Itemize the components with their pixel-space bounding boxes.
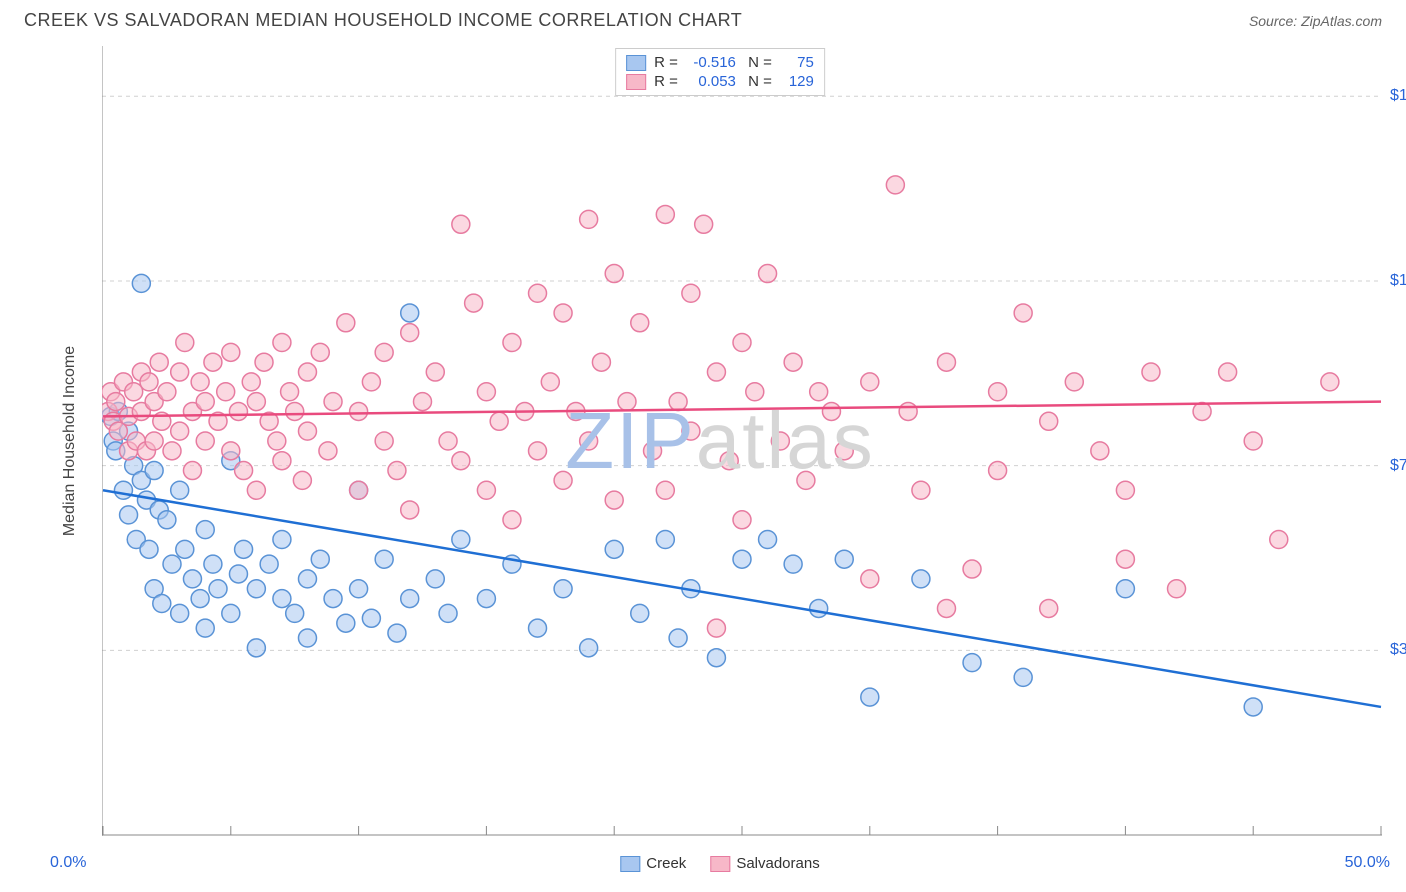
swatch-creek-icon (620, 856, 640, 872)
chart-header: CREEK VS SALVADORAN MEDIAN HOUSEHOLD INC… (0, 0, 1406, 37)
y-tick-label: $75,000 (1382, 457, 1406, 475)
scatter-chart (102, 46, 1382, 836)
x-axis-max-label: 50.0% (1345, 854, 1390, 872)
legend-stats-row-0: R = -0.516 N = 75 (626, 53, 814, 72)
y-tick-label: $112,500 (1382, 272, 1406, 290)
y-tick-label: $37,500 (1382, 641, 1406, 659)
chart-source: Source: ZipAtlas.com (1249, 13, 1382, 29)
legend-item-creek: Creek (620, 855, 686, 872)
y-axis-title: Median Household Income (61, 346, 79, 536)
legend-item-salvadorans: Salvadorans (710, 855, 819, 872)
swatch-salvadorans (626, 74, 646, 90)
x-axis-min-label: 0.0% (50, 854, 86, 872)
chart-title: CREEK VS SALVADORAN MEDIAN HOUSEHOLD INC… (24, 10, 742, 31)
plot-area: Median Household Income ZIPatlas R = -0.… (50, 46, 1390, 836)
swatch-salvadorans-icon (710, 856, 730, 872)
legend-stats: R = -0.516 N = 75 R = 0.053 N = 129 (615, 48, 825, 96)
legend-stats-row-1: R = 0.053 N = 129 (626, 72, 814, 91)
y-tick-label: $150,000 (1382, 87, 1406, 105)
swatch-creek (626, 55, 646, 71)
legend-series: Creek Salvadorans (620, 855, 819, 872)
